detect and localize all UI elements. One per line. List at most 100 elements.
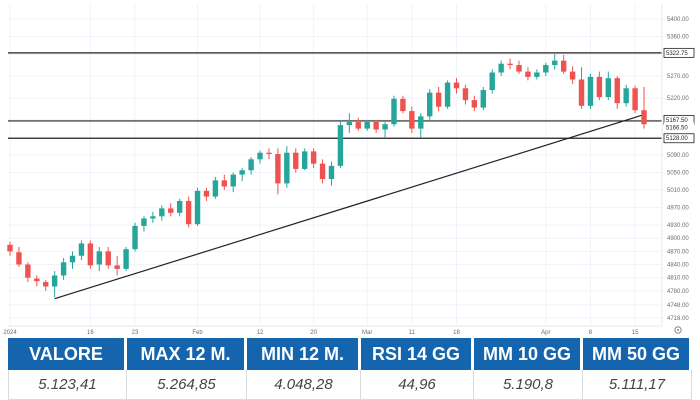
candle-body xyxy=(16,252,22,265)
stat-value: 5.190,8 xyxy=(474,370,583,400)
candle-body xyxy=(203,190,210,197)
candle-body xyxy=(87,243,94,266)
stat-mm-50: MM 50 GG 5.111,17 xyxy=(583,338,692,400)
y-tick-label: 4900.00 xyxy=(667,236,689,242)
stat-label: MAX 12 M. xyxy=(127,338,247,370)
candle-body xyxy=(489,72,495,91)
candle xyxy=(543,62,549,76)
candle xyxy=(391,95,397,127)
candle xyxy=(328,161,335,186)
current-price-label: 5166.50 xyxy=(664,122,694,132)
candle-body xyxy=(185,200,192,225)
candle-body xyxy=(409,111,415,129)
candle xyxy=(239,168,245,182)
candle xyxy=(489,69,495,94)
candle-body xyxy=(641,110,647,125)
candle xyxy=(69,251,76,269)
candle-body xyxy=(60,262,67,276)
candle-body xyxy=(221,180,228,187)
candle-body xyxy=(498,63,504,73)
candle-body xyxy=(168,208,174,213)
stat-min-12m: MIN 12 M. 4.048,28 xyxy=(247,338,361,400)
candle-body xyxy=(194,190,201,225)
candle xyxy=(141,216,147,232)
candle-body xyxy=(364,122,370,129)
candle-body xyxy=(444,82,451,107)
candle-body xyxy=(427,92,433,117)
candle xyxy=(587,73,594,109)
gear-icon[interactable] xyxy=(674,326,682,334)
level-price-label: 5128.00 xyxy=(663,133,695,144)
candle-body xyxy=(382,124,388,130)
candle-body xyxy=(69,255,76,263)
y-axis: 4718.00 4748.00 4780.00 4810.00 4840.00 4870.… xyxy=(661,4,695,326)
x-tick-label: 11 xyxy=(409,330,416,336)
candle xyxy=(605,71,612,101)
candle xyxy=(552,54,558,70)
candle xyxy=(284,146,290,188)
level-price-box xyxy=(663,47,695,58)
candle xyxy=(132,222,138,252)
stat-rsi-14: RSI 14 GG 44,96 xyxy=(361,338,474,400)
candle xyxy=(123,246,129,272)
candle-body xyxy=(480,90,486,108)
y-tick-label: 5400.00 xyxy=(667,17,689,23)
candle-body xyxy=(614,78,620,104)
candle-body xyxy=(301,151,308,169)
stat-label: RSI 14 GG xyxy=(361,338,474,370)
candle xyxy=(96,246,102,272)
candle-body xyxy=(453,82,460,89)
x-tick-label: 23 xyxy=(132,330,139,336)
candle xyxy=(471,95,478,112)
candle-body xyxy=(516,65,522,72)
horizontal-levels xyxy=(8,52,662,139)
candle xyxy=(382,122,388,138)
candle-body xyxy=(275,154,281,184)
candle-body xyxy=(569,71,576,80)
candle xyxy=(203,187,210,201)
candle xyxy=(427,89,433,120)
candle-body xyxy=(560,60,567,72)
candle xyxy=(355,117,361,131)
candle-body xyxy=(507,63,513,66)
stats-table: VALORE 5.123,41 MAX 12 M. 5.264,85 MIN 1… xyxy=(8,338,692,400)
y-tick-label: 4870.00 xyxy=(667,249,689,255)
level-price-text: 5128.00 xyxy=(666,136,688,142)
candle xyxy=(373,119,379,133)
y-tick-label: 4840.00 xyxy=(667,263,689,269)
chart-settings[interactable] xyxy=(674,326,682,334)
candle-body xyxy=(51,275,58,287)
candle xyxy=(418,113,424,138)
candle xyxy=(168,203,174,217)
candle xyxy=(578,67,585,109)
level-price-label: 5322.75 xyxy=(663,47,695,58)
stat-value: 4.048,28 xyxy=(247,370,361,400)
candle-body xyxy=(578,79,585,106)
x-tick-label: 8 xyxy=(589,330,593,336)
candle xyxy=(507,58,513,70)
candle xyxy=(257,150,263,164)
candle-body xyxy=(623,88,629,104)
candle xyxy=(266,148,272,160)
stat-value: 44,96 xyxy=(361,370,474,400)
candle-body xyxy=(525,71,531,77)
candle-body xyxy=(239,170,245,175)
stat-label: MM 10 GG xyxy=(474,338,583,370)
candle xyxy=(16,246,22,267)
trendline xyxy=(54,114,645,300)
candle xyxy=(212,176,219,199)
candle-body xyxy=(418,116,424,129)
candle-body xyxy=(337,125,344,166)
x-tick-label: 15 xyxy=(632,330,639,336)
candle xyxy=(614,75,620,109)
candle xyxy=(310,148,317,169)
candle xyxy=(641,86,647,129)
candle xyxy=(516,60,522,74)
candle xyxy=(34,275,40,287)
x-tick-label: 2024 xyxy=(3,330,17,336)
candle xyxy=(444,80,451,109)
candle xyxy=(114,255,120,276)
candle-body xyxy=(25,264,31,278)
candle-body xyxy=(346,122,353,126)
candle-body xyxy=(462,88,469,101)
